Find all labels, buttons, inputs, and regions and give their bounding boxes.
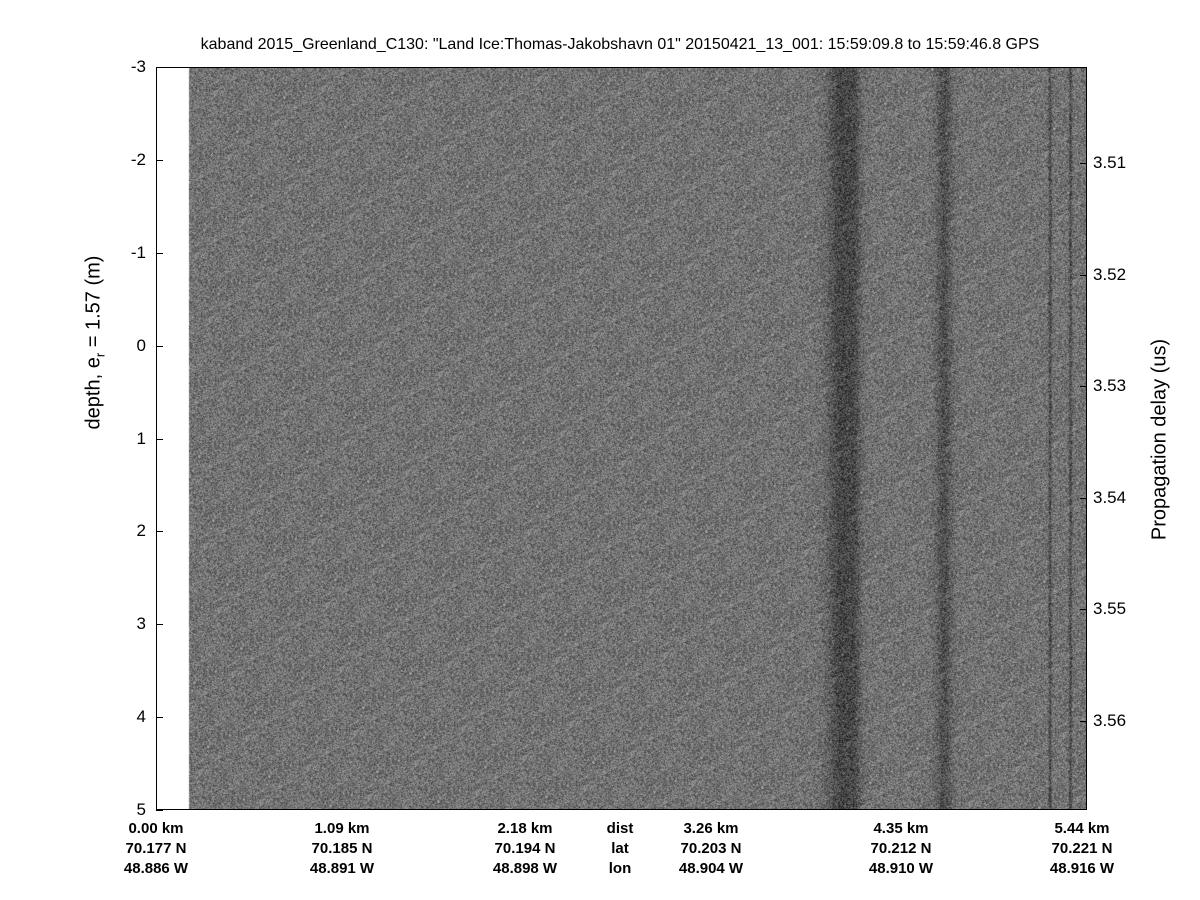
y-tick-mark: [156, 624, 163, 626]
y-tick-label: -3: [130, 57, 146, 76]
x-dist-label: 4.35 km: [873, 820, 929, 837]
x-lat-label: 70.194 N: [494, 840, 556, 857]
x-lat-label: 70.221 N: [1051, 840, 1113, 857]
y2-tick-mark: [1080, 497, 1087, 499]
y2-tick-mark: [1080, 609, 1087, 611]
x-row-label-lon: lon: [608, 860, 632, 877]
y-tick-mark: [156, 438, 163, 440]
x-lat-label: 70.212 N: [870, 840, 932, 857]
x-dist-label: 1.09 km: [314, 820, 370, 837]
x-lat-label: 70.203 N: [680, 840, 742, 857]
y2-tick-label: 3.53: [1093, 376, 1127, 396]
x-lon-label: 48.891 W: [309, 860, 375, 877]
y-tick-label: 2: [136, 521, 146, 541]
y-tick-mark: [156, 67, 163, 68]
x-lon-label: 48.916 W: [1049, 860, 1115, 877]
y2-tick-mark: [1080, 386, 1087, 388]
plot-area: [156, 67, 1087, 810]
y-tick-mark: [156, 810, 163, 811]
y2-tick-mark: [1080, 162, 1087, 164]
y-tick-label: 3: [136, 614, 146, 634]
x-row-label-lat: lat: [611, 840, 629, 857]
x-lon-label: 48.904 W: [678, 860, 744, 877]
y-tick-label: 5: [136, 800, 146, 819]
y-tick-label: 1: [136, 428, 146, 448]
y2-tick-label: 3.56: [1093, 710, 1127, 730]
y-tick-label: -1: [130, 242, 146, 262]
x-lat-label: 70.185 N: [311, 840, 373, 857]
y-tick-mark: [156, 717, 163, 719]
y2-tick-mark: [1080, 720, 1087, 722]
y2-axis-label: Propagation delay (us): [1148, 338, 1171, 541]
y-label-main: depth, e: [82, 357, 105, 430]
y-tick-mark: [156, 345, 163, 347]
y2-tick-label: 3.54: [1093, 487, 1127, 507]
y-axis-label: depth, er = 1.57 (m): [83, 233, 108, 453]
x-dist-label: 5.44 km: [1054, 820, 1110, 837]
y-tick-mark: [156, 531, 163, 533]
x-lat-label: 70.177 N: [125, 840, 187, 857]
x-lon-label: 48.898 W: [492, 860, 558, 877]
x-dist-label: 0.00 km: [128, 820, 184, 837]
y2-tick-label: 3.51: [1093, 152, 1127, 172]
x-row-label-dist: dist: [606, 820, 634, 837]
y-tick-mark: [156, 252, 163, 254]
x-lon-label: 48.886 W: [123, 860, 189, 877]
y-tick-mark: [156, 159, 163, 161]
y-label-sub: r: [92, 352, 108, 358]
y-tick-label: 0: [136, 335, 146, 355]
echogram-image: [156, 67, 1087, 810]
y-tick-label: -2: [130, 149, 146, 169]
x-lon-label: 48.910 W: [868, 860, 934, 877]
y2-tick-label: 3.52: [1093, 264, 1127, 284]
chart-title: kaband 2015_Greenland_C130: "Land Ice:Th…: [200, 36, 1040, 53]
y-tick-label: 4: [136, 707, 146, 727]
y-label-rest: = 1.57 (m): [82, 255, 105, 353]
x-dist-label: 3.26 km: [683, 820, 739, 837]
x-dist-label: 2.18 km: [497, 820, 553, 837]
y2-tick-mark: [1080, 274, 1087, 276]
y2-tick-label: 3.55: [1093, 599, 1127, 619]
